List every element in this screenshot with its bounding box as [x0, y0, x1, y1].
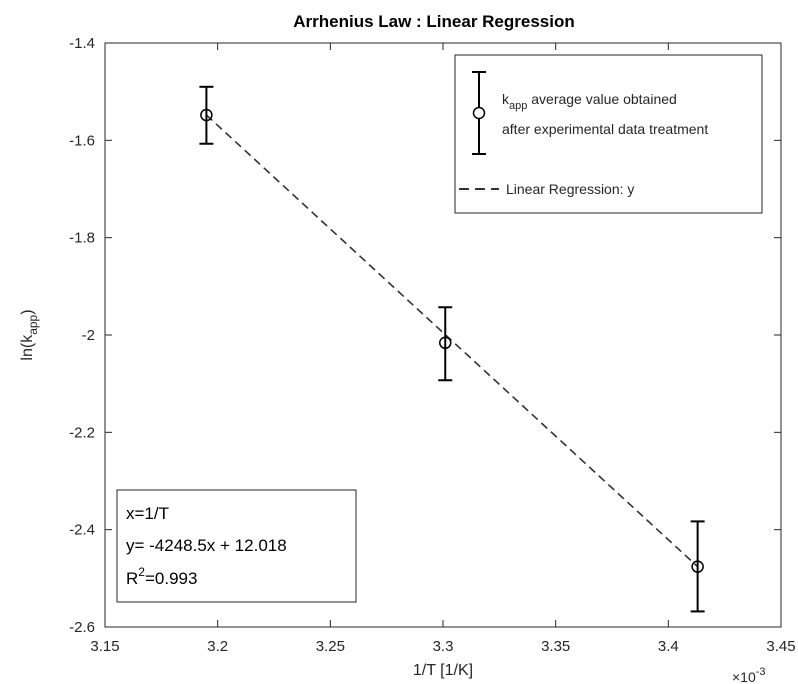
y-tick-label: -1.8: [69, 230, 95, 247]
legend-box: [454, 54, 763, 214]
equation-annotation: x=1/T y= -4248.5x + 12.018 R2=0.993: [116, 489, 357, 603]
legend: kapp average value obtained after experi…: [454, 54, 763, 214]
x-tick-label: 3.3: [433, 638, 454, 655]
legend-errorbar-symbol: [472, 71, 486, 155]
x-axis-ticks: 3.15 3.2 3.25 3.3 3.35 3.4 3.45: [90, 43, 796, 655]
y-tick-label: -1.4: [69, 35, 95, 52]
data-point-group: [438, 306, 453, 382]
y-tick-label: -2.4: [69, 522, 95, 539]
y-tick-label: -2.2: [69, 424, 95, 441]
regression-layer: [205, 114, 699, 568]
x-tick-label: 3.4: [658, 638, 679, 655]
data-points-layer: [199, 85, 705, 613]
annotation-line-1: x=1/T: [126, 504, 169, 523]
chart-title: Arrhenius Law : Linear Regression: [293, 12, 575, 31]
equation-box: [116, 489, 357, 603]
x-tick-label: 3.35: [541, 638, 570, 655]
annotation-line-3: R2=0.993: [126, 565, 197, 588]
x-tick-label: 3.45: [766, 638, 795, 655]
data-point-marker: [691, 560, 704, 573]
regression-line: [205, 114, 699, 568]
legend-entry-2: Linear Regression: y: [506, 181, 634, 197]
x-tick-label: 3.2: [207, 638, 228, 655]
data-point-group: [199, 85, 214, 145]
annotation-line-2: y= -4248.5x + 12.018: [126, 536, 287, 555]
x-tick-label: 3.25: [316, 638, 345, 655]
y-axis-ticks: -2.6 -2.4 -2.2 -2 -1.8 -1.6 -1.4: [69, 35, 781, 636]
data-point-marker: [439, 336, 452, 350]
x-axis-label: 1/T [1/K]: [413, 662, 473, 679]
legend-circle-marker: [472, 106, 486, 120]
x-tick-label: 3.15: [90, 638, 119, 655]
y-tick-label: -2: [82, 327, 95, 344]
y-tick-label: -2.6: [69, 619, 95, 636]
x-axis-exponent: ×10-3: [732, 666, 766, 684]
data-point-group: [690, 520, 705, 613]
legend-entry-1-line2: after experimental data treatment: [502, 121, 708, 137]
y-axis-label: ln(kapp): [19, 309, 40, 360]
legend-entry-1-line1: kapp average value obtained: [502, 91, 677, 112]
data-point-marker: [200, 108, 213, 122]
y-tick-label: -1.6: [69, 132, 95, 149]
